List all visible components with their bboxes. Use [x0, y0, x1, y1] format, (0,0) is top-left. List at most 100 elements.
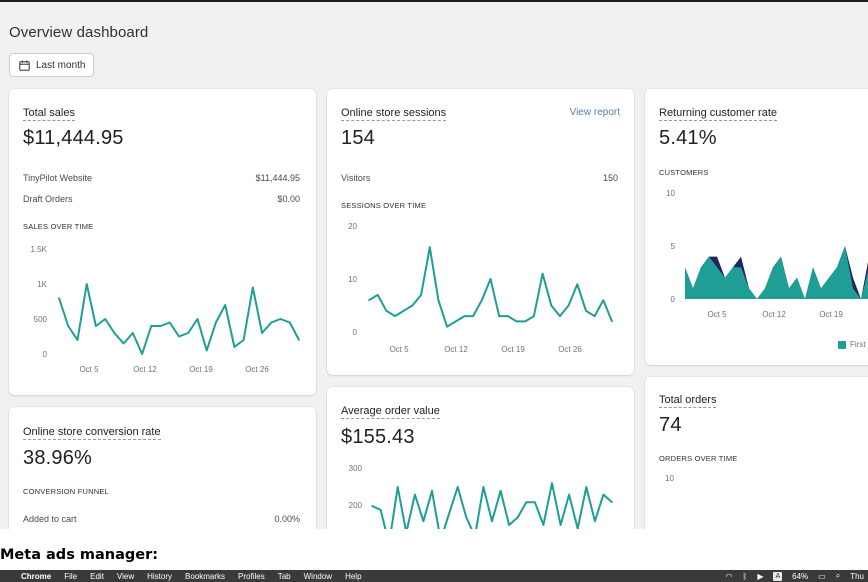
- total-sales-value: $11,444.95: [23, 127, 124, 149]
- conversion-funnel-label: CONVERSION FUNNEL: [23, 487, 109, 496]
- series-line: [371, 482, 613, 529]
- data-point: [594, 520, 596, 522]
- customers-chart: 10 5 0 Oct 5 Oct 12 Oct 19: [666, 189, 868, 319]
- data-point: [454, 320, 457, 323]
- battery-percent[interactable]: 64%: [792, 571, 809, 581]
- visitors-value: 150: [602, 173, 618, 183]
- y-tick-label: 0: [43, 350, 48, 359]
- menu-history[interactable]: History: [147, 571, 173, 581]
- returning-customer-card: Returning customer rate 5.41% CUSTOMERS …: [645, 89, 868, 365]
- bluetooth-icon[interactable]: ᛒ: [742, 571, 748, 581]
- data-point: [411, 304, 414, 307]
- conversion-rate-title[interactable]: Online store conversion rate: [23, 426, 161, 440]
- orders-over-time-label: ORDERS OVER TIME: [659, 454, 738, 463]
- sales-channel-value: $11,444.95: [255, 173, 300, 183]
- x-tick-label: Oct 5: [389, 345, 409, 354]
- y-tick-label: 10: [348, 275, 357, 284]
- data-point: [472, 315, 474, 317]
- menu-window[interactable]: Window: [303, 571, 333, 581]
- menu-tab[interactable]: Tab: [277, 571, 291, 581]
- sessions-over-time-label: SESSIONS OVER TIME: [341, 201, 427, 210]
- menu-bookmarks[interactable]: Bookmarks: [185, 571, 226, 581]
- menu-edit[interactable]: Edit: [90, 571, 104, 581]
- data-point: [159, 325, 162, 327]
- app-menu[interactable]: Chrome: [21, 571, 52, 581]
- total-orders-title[interactable]: Total orders: [659, 394, 717, 408]
- battery-icon[interactable]: ▭: [818, 571, 826, 581]
- aov-title[interactable]: Average order value: [341, 405, 440, 419]
- added-to-cart-label: Added to cart: [23, 514, 77, 524]
- data-point: [446, 325, 448, 328]
- average-order-value-card: Average order value $155.43 300 200: [327, 387, 634, 529]
- data-point: [385, 310, 388, 312]
- data-point: [463, 315, 466, 317]
- data-point: [576, 528, 579, 529]
- x-tick-label: Oct 5: [707, 310, 727, 319]
- sales-channel-label: TinyPilot Website: [23, 173, 93, 183]
- play-icon[interactable]: ▶: [757, 571, 764, 581]
- y-tick-label: 300: [349, 464, 363, 473]
- draft-orders-label: Draft Orders: [23, 194, 73, 204]
- x-tick-label: Oct 12: [133, 365, 157, 374]
- date-range-button[interactable]: Last month: [9, 53, 94, 77]
- first-time-area: [685, 246, 868, 299]
- total-orders-value: 74: [659, 414, 682, 436]
- data-point: [551, 482, 553, 484]
- sales-over-time-label: SALES OVER TIME: [23, 222, 94, 231]
- draft-orders-value: $0.00: [277, 194, 300, 204]
- sales-over-time-chart: 1.5K 1K 500 0 Oct 5 Oct 12 Oct 19 Oct 26: [31, 245, 300, 374]
- y-tick-label: 500: [34, 315, 48, 324]
- input-source-icon[interactable]: A: [773, 571, 783, 581]
- data-point: [187, 332, 190, 334]
- data-point: [233, 346, 236, 348]
- total-orders-card: Total orders 74 ORDERS OVER TIME 10: [645, 377, 868, 529]
- customers-label: CUSTOMERS: [659, 168, 709, 177]
- data-point: [481, 299, 483, 301]
- data-point: [550, 304, 553, 307]
- data-point: [122, 342, 125, 345]
- view-report-link[interactable]: View report: [569, 107, 620, 118]
- x-tick-label: Oct 19: [819, 310, 843, 319]
- menu-view[interactable]: View: [116, 571, 135, 581]
- data-point: [113, 332, 116, 334]
- data-point: [288, 321, 291, 324]
- data-point: [593, 315, 596, 317]
- data-point: [465, 516, 468, 519]
- chart-legend: First: [838, 340, 866, 349]
- data-point: [76, 339, 79, 341]
- y-tick-label: 10: [666, 189, 675, 198]
- data-point: [602, 299, 605, 301]
- sessions-title[interactable]: Online store sessions: [341, 107, 447, 121]
- menu-profiles[interactable]: Profiles: [238, 571, 265, 581]
- data-point: [394, 315, 396, 317]
- x-tick-label: Oct 26: [558, 345, 582, 354]
- data-point: [279, 318, 282, 320]
- data-point: [422, 520, 425, 522]
- aov-value: $155.43: [341, 426, 415, 448]
- data-point: [270, 321, 273, 324]
- data-point: [611, 320, 613, 323]
- data-point: [489, 278, 492, 280]
- data-point: [456, 486, 459, 488]
- data-point: [215, 321, 217, 324]
- total-sales-title[interactable]: Total sales: [23, 107, 75, 121]
- data-point: [379, 509, 382, 511]
- data-point: [508, 524, 510, 526]
- data-point: [298, 339, 300, 341]
- data-point: [498, 315, 500, 317]
- data-point: [376, 294, 379, 296]
- clock[interactable]: Thu: [850, 571, 864, 581]
- search-icon[interactable]: ⌕: [835, 571, 841, 580]
- menu-file[interactable]: File: [64, 571, 78, 581]
- y-tick-label: 200: [349, 501, 363, 510]
- wifi-icon[interactable]: ◠: [725, 571, 733, 581]
- data-point: [524, 320, 527, 323]
- menu-help[interactable]: Help: [345, 571, 362, 581]
- data-point: [437, 299, 440, 301]
- data-point: [168, 321, 171, 324]
- returning-customer-title[interactable]: Returning customer rate: [659, 107, 777, 121]
- data-point: [95, 325, 97, 327]
- data-point: [396, 486, 399, 488]
- y-tick-label: 1.5K: [31, 245, 48, 254]
- data-point: [85, 283, 88, 285]
